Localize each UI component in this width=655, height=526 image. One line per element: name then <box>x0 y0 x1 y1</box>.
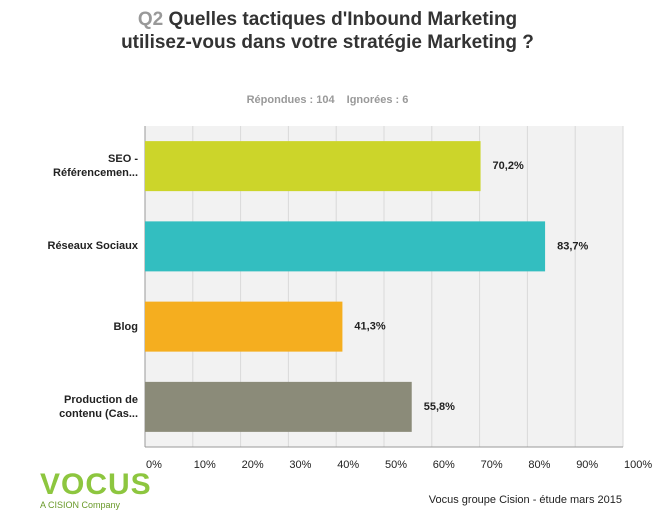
x-tick-label: 30% <box>289 459 311 471</box>
value-label: 70,2% <box>493 160 524 172</box>
title-text: Quelles tactiques d'Inbound Marketing ut… <box>121 9 534 53</box>
logo: VOCUS A CISION Company <box>40 468 152 511</box>
x-tick-label: 40% <box>337 459 359 471</box>
bar <box>145 141 481 192</box>
skipped: Ignorées : 6 <box>346 94 409 106</box>
footer: Vocus groupe Cision - étude mars 2015 <box>428 494 622 506</box>
x-tick-label: 70% <box>481 459 503 471</box>
logo-name: VOCUS <box>40 468 152 501</box>
value-label: 83,7% <box>557 240 588 252</box>
chart-title: Q2 Quelles tactiques d'Inbound Marketing… <box>100 8 555 54</box>
x-tick-label: 60% <box>433 459 455 471</box>
bar <box>145 301 343 352</box>
value-label: 55,8% <box>424 401 455 413</box>
y-tick-label: Réseaux Sociaux <box>47 240 139 253</box>
x-tick-label: 90% <box>576 459 598 471</box>
logo-tagline: A CISION Company <box>40 500 121 510</box>
x-tick-label: 50% <box>385 459 407 471</box>
x-tick-label: 20% <box>242 459 264 471</box>
x-tick-label: 80% <box>528 459 550 471</box>
y-tick-label: Blog <box>113 320 138 333</box>
bar <box>145 381 412 432</box>
stats: Répondues : 104 Ignorées : 6 <box>0 94 655 106</box>
y-tick-label: Production de contenu (Cas... <box>59 393 138 420</box>
answered: Répondues : 104 <box>246 94 335 106</box>
x-tick-label: 100% <box>624 459 652 471</box>
bar <box>145 221 546 272</box>
value-label: 41,3% <box>354 321 385 333</box>
question-number: Q2 <box>137 9 164 30</box>
x-tick-label: 0% <box>146 459 162 471</box>
x-tick-label: 10% <box>194 459 216 471</box>
y-tick-label: SEO - Référencemen... <box>53 153 138 180</box>
